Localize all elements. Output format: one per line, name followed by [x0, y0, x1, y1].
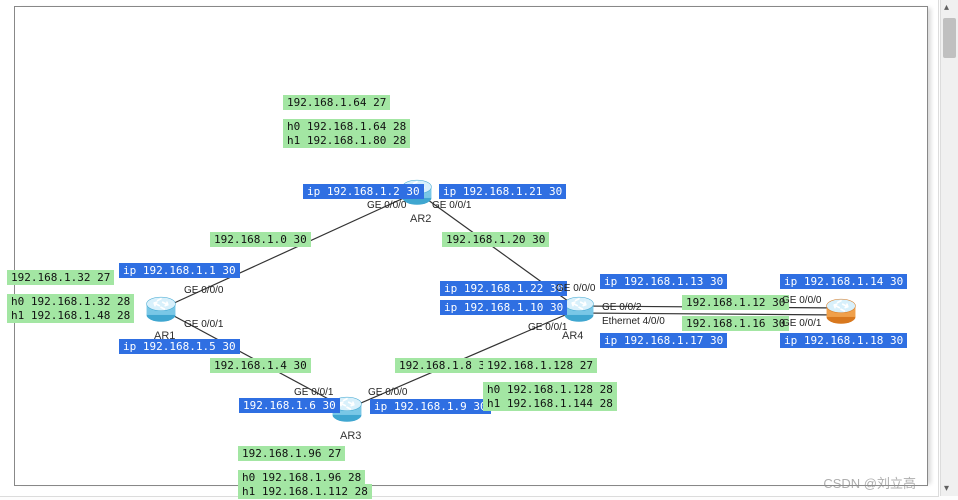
ip-label: ip 192.168.1.13 30 — [600, 274, 727, 289]
interface-label: GE 0/0/1 — [432, 200, 471, 211]
interface-label: GE 0/0/1 — [528, 322, 567, 333]
ip-label: 192.168.1.8 30 — [395, 358, 496, 373]
scrollbar-thumb[interactable] — [943, 18, 956, 58]
ip-label: ip 192.168.1.22 30 — [440, 281, 567, 296]
watermark-text: CSDN @刘立高 — [823, 473, 916, 492]
ip-label: 192.168.1.96 27 — [238, 446, 345, 461]
ip-label: h1 192.168.1.112 28 — [238, 484, 372, 499]
vertical-scrollbar[interactable]: ▴ ▾ — [940, 0, 958, 496]
topology-links — [0, 0, 938, 496]
ip-label: 192.168.1.128 27 — [483, 358, 597, 373]
interface-label: GE 0/0/0 — [184, 285, 223, 296]
ip-label: ip 192.168.1.10 30 — [440, 300, 567, 315]
interface-label: GE 0/0/1 — [294, 387, 333, 398]
ip-label: h0 192.168.1.128 28 — [483, 382, 617, 397]
ip-label: h1 192.168.1.48 28 — [7, 308, 134, 323]
ip-label: 192.168.1.12 30 — [682, 295, 789, 310]
ip-label: 192.168.1.64 27 — [283, 95, 390, 110]
ip-label: ip 192.168.1.9 30 — [370, 399, 491, 414]
interface-label: GE 0/0/1 — [184, 319, 223, 330]
diagram-canvas: AR1 AR2 AR3 AR4 — [0, 0, 939, 497]
interface-label: GE 0/0/1 — [782, 318, 821, 329]
ip-label: 192.168.1.4 30 — [210, 358, 311, 373]
ip-label: h0 192.168.1.32 28 — [7, 294, 134, 309]
interface-label: GE 0/0/2 — [602, 302, 641, 313]
ip-label: 192.168.1.16 30 — [682, 316, 789, 331]
scroll-up-arrow[interactable]: ▴ — [944, 2, 949, 13]
ip-label: h0 192.168.1.96 28 — [238, 470, 365, 485]
ip-label: ip 192.168.1.5 30 — [119, 339, 240, 354]
ip-label: ip 192.168.1.1 30 — [119, 263, 240, 278]
interface-label: GE 0/0/0 — [556, 283, 595, 294]
ip-label: h0 192.168.1.64 28 — [283, 119, 410, 134]
router-ar1[interactable] — [144, 292, 178, 326]
ip-label: h1 192.168.1.144 28 — [483, 396, 617, 411]
scroll-down-arrow[interactable]: ▾ — [944, 483, 949, 494]
interface-label: GE 0/0/0 — [367, 200, 406, 211]
ip-label: 192.168.1.6 30 — [239, 398, 340, 413]
router-ar5[interactable] — [824, 294, 858, 328]
ip-label: 192.168.1.20 30 — [442, 232, 549, 247]
interface-label: GE 0/0/0 — [368, 387, 407, 398]
interface-label: Ethernet 4/0/0 — [602, 316, 665, 327]
router-label-ar2: AR2 — [410, 213, 431, 225]
ip-label: 192.168.1.32 27 — [7, 270, 114, 285]
ip-label: h1 192.168.1.80 28 — [283, 133, 410, 148]
ip-label: ip 192.168.1.17 30 — [600, 333, 727, 348]
ip-label: 192.168.1.0 30 — [210, 232, 311, 247]
ip-label: ip 192.168.1.21 30 — [439, 184, 566, 199]
ip-label: ip 192.168.1.2 30 — [303, 184, 424, 199]
ip-label: ip 192.168.1.18 30 — [780, 333, 907, 348]
ip-label: ip 192.168.1.14 30 — [780, 274, 907, 289]
router-label-ar3: AR3 — [340, 430, 361, 442]
interface-label: GE 0/0/0 — [782, 295, 821, 306]
